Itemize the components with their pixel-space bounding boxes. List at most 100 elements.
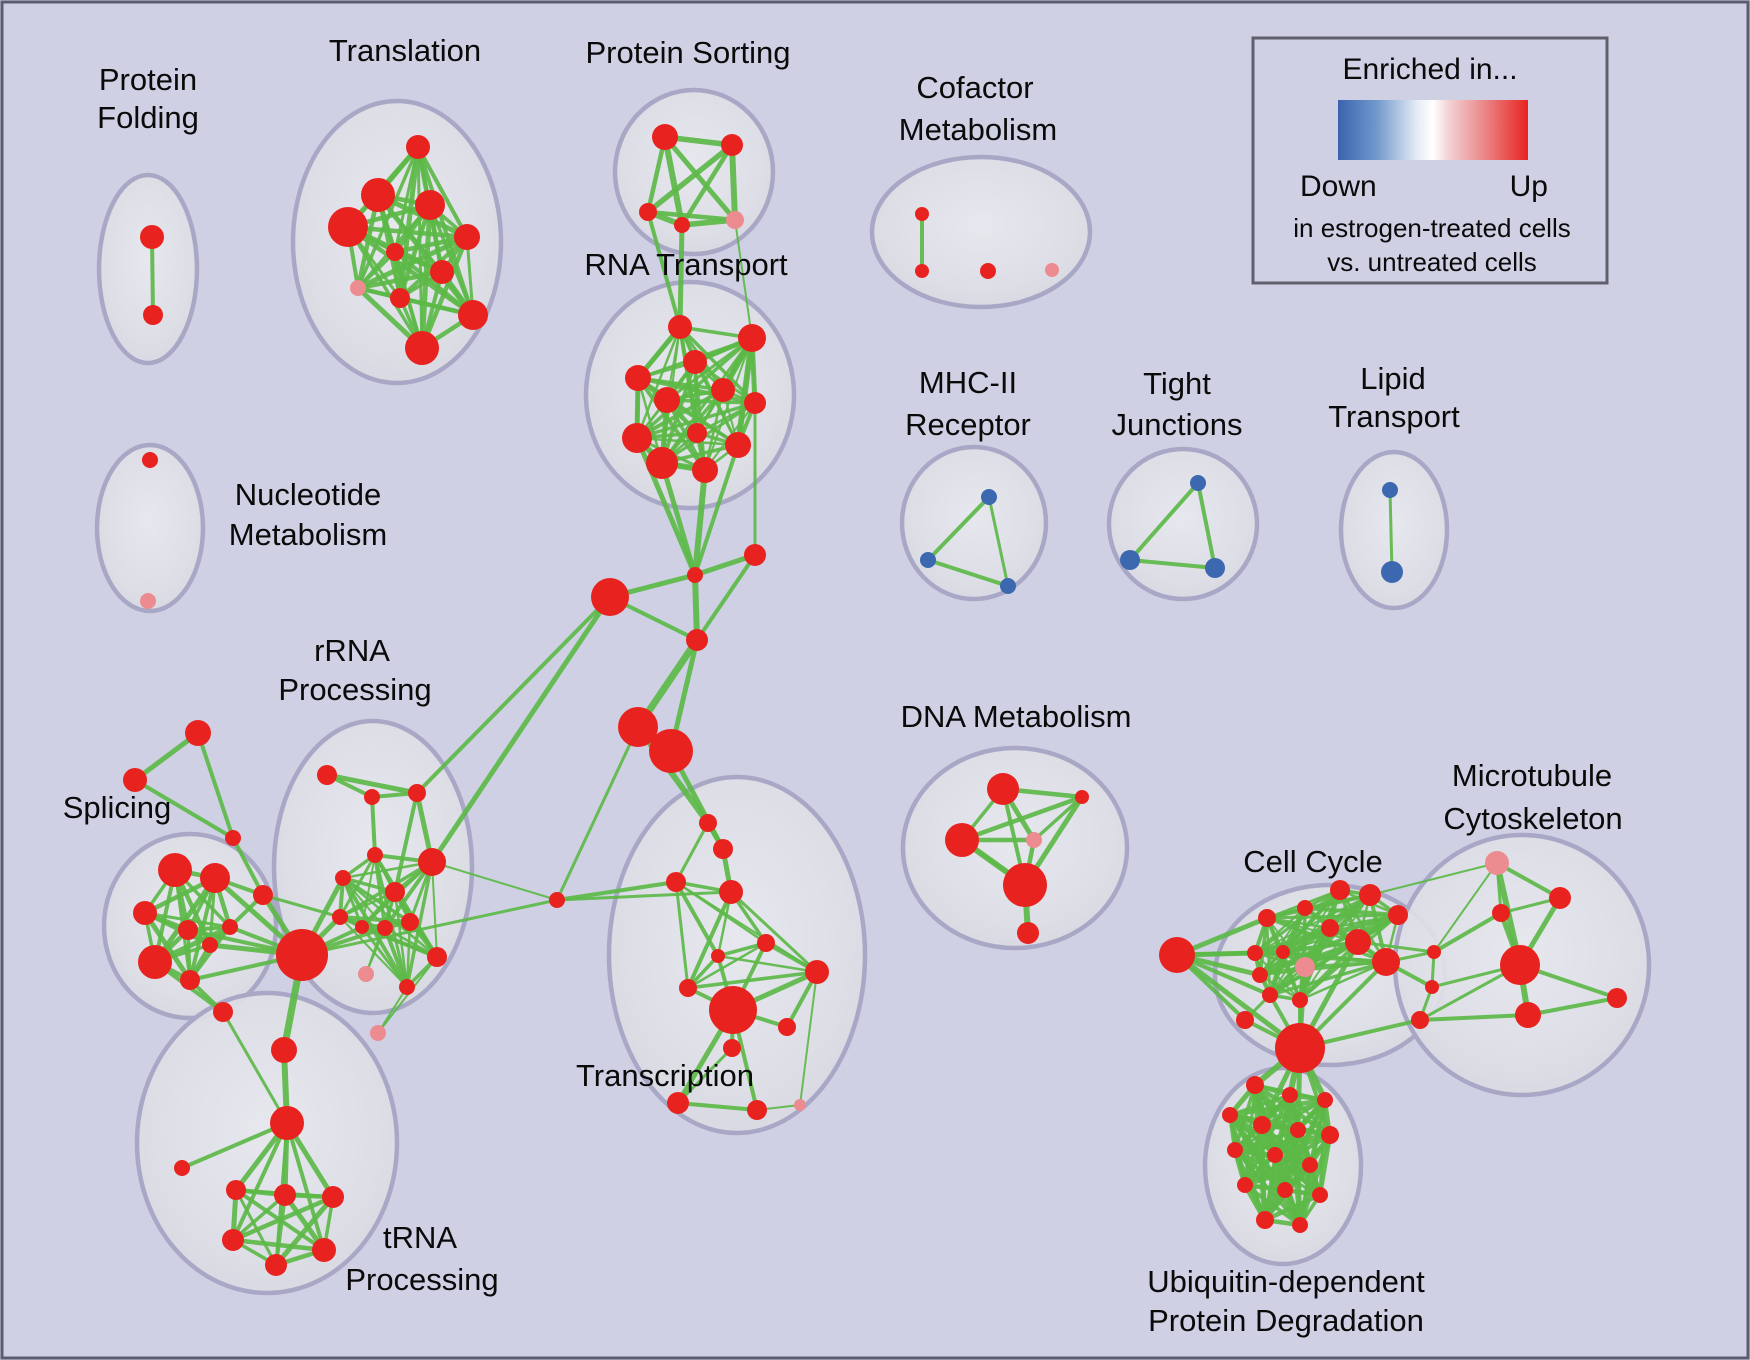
node-re [335,870,351,886]
edge [431,861,558,901]
cluster-label-lipid-1: Lipid [1360,361,1426,396]
edge [687,970,818,990]
node-rf [385,882,405,902]
edge [431,861,438,958]
cluster-label-microtubule-2: Cytoskeleton [1443,801,1622,836]
edge [799,971,818,1106]
legend-context-line1: in estrogen-treated cells [1293,213,1570,243]
edge [133,730,200,783]
node-v14 [1256,1211,1274,1229]
cluster-label-mhc-1: MHC-II [919,365,1017,400]
edge [429,595,613,864]
cluster-label-lipid-2: Transport [1328,399,1460,434]
cluster-label-trna-2: Processing [345,1262,498,1297]
node-rc [408,784,426,802]
edge [1268,893,1372,997]
edge [232,1194,334,1243]
node-tj2 [1120,550,1140,570]
node-cf3 [980,263,996,279]
node-m5 [1515,1002,1541,1028]
node-rK [646,447,678,479]
node-rl [427,947,447,967]
node-pf2 [143,305,163,325]
node-x14 [747,1100,767,1120]
edge [556,880,677,902]
edge [1269,889,1341,996]
edge [687,941,767,990]
edge [1527,996,1618,1017]
node-pf1 [140,225,164,249]
node-u9 [265,1254,287,1276]
edge [405,861,434,988]
node-tj3 [1205,558,1225,578]
edge [342,860,433,880]
edge [693,444,740,576]
node-c2 [687,567,703,583]
node-cf4 [1045,263,1059,277]
edge [1281,951,1302,1001]
node-u7 [222,1229,244,1251]
edge [695,553,757,642]
node-rb [364,789,380,805]
edge [377,986,408,1034]
node-x6 [757,934,775,952]
edge [666,398,739,447]
node-cc3 [1321,919,1339,937]
edge [1244,1162,1311,1188]
edge [674,822,710,883]
edge [339,915,411,924]
node-mh1 [981,489,997,505]
cluster-label-cell-cycle: Cell Cycle [1243,844,1383,879]
node-T7 [430,260,454,284]
node-v1 [1246,1076,1264,1094]
node-d6 [1017,922,1039,944]
node-t2 [123,768,147,792]
node-x13 [667,1092,689,1114]
node-v7 [1321,1126,1339,1144]
node-ps2 [721,134,743,156]
cluster-label-nucleotide-1: Nucleotide [235,477,381,512]
cluster-label-protein-sorting: Protein Sorting [585,35,790,70]
node-v10 [1302,1157,1318,1173]
node-v3 [1317,1092,1333,1108]
node-s3 [133,901,157,925]
edge [734,219,753,339]
edge [231,837,265,896]
node-v2 [1282,1087,1298,1103]
legend: Enriched in... Down Up in estrogen-treat… [1251,36,1609,285]
node-cc12 [1372,948,1400,976]
cluster-label-rrna-1: rRNA [314,633,390,668]
node-cc2 [1297,900,1313,916]
edge [231,1122,289,1241]
node-cc13 [1262,987,1278,1003]
node-cc8 [1330,880,1350,900]
node-cc15 [1236,1011,1254,1029]
edge [1196,482,1217,569]
node-x15 [794,1099,806,1111]
edge [680,143,734,227]
node-v13 [1312,1187,1328,1203]
cluster-label-nucleotide-2: Metabolism [229,517,388,552]
node-rp2 [370,1025,386,1041]
edge [1259,913,1399,977]
node-d1 [987,773,1019,805]
edge [1264,1192,1321,1223]
node-ps5 [726,211,744,229]
edge [1419,1013,1529,1022]
edge [356,234,469,291]
node-ra [317,765,337,785]
cluster-label-protein-folding-2: Folding [97,100,199,135]
edge [360,926,409,988]
node-ps1 [652,124,678,150]
node-mh3 [1000,578,1016,594]
edge [1259,961,1387,976]
node-rE [711,378,735,402]
edge [301,898,558,957]
node-x12 [723,1039,741,1057]
cluster-label-trna-1: tRNA [383,1220,457,1255]
node-ri [355,920,369,934]
node-u1 [271,1037,297,1063]
edge [342,877,438,958]
legend-context-line2: vs. untreated cells [1327,247,1537,277]
edge [262,893,341,919]
